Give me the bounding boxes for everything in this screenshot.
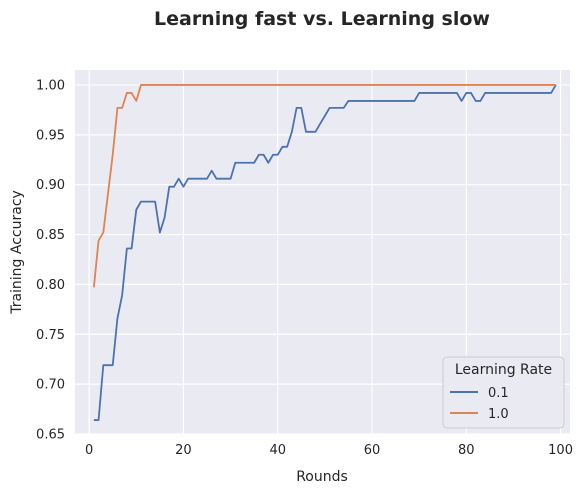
y-tick-label: 0.70 — [36, 378, 65, 393]
x-tick-label: 60 — [364, 443, 381, 458]
x-tick-label: 100 — [548, 443, 573, 458]
legend-box — [442, 356, 565, 429]
y-axis-label: Training Accuracy — [9, 190, 25, 315]
x-axis-label: Rounds — [296, 469, 348, 485]
y-tick-label: 1.00 — [36, 78, 65, 93]
y-tick-label: 0.65 — [36, 428, 65, 443]
series-line-0.1 — [93, 84, 557, 421]
x-tick-label: 0 — [85, 443, 93, 458]
tick-labels: 0 20 40 60 80 100 0.65 0.70 0.75 0.80 0.85 0.90 0.95… — [36, 78, 573, 458]
legend-label-1.0: 1.0 — [488, 407, 509, 422]
y-tick-label: 0.95 — [36, 128, 65, 143]
x-tick-label: 40 — [269, 443, 286, 458]
y-tick-label: 0.90 — [36, 178, 65, 193]
y-tick-label: 0.75 — [36, 328, 65, 343]
series-line-1.0 — [92, 84, 556, 288]
chart-title: Learning fast vs. Learning slow — [154, 8, 490, 30]
y-tick-label: 0.85 — [36, 228, 65, 243]
x-tick-label: 80 — [458, 443, 475, 458]
x-tick-label: 20 — [175, 443, 192, 458]
legend-title: Learning Rate — [455, 362, 552, 378]
y-tick-label: 0.80 — [36, 278, 65, 293]
legend-label-0.1: 0.1 — [488, 386, 509, 401]
series-lines — [92, 84, 557, 421]
legend: Learning Rate 0.1 1.0 — [442, 356, 565, 429]
